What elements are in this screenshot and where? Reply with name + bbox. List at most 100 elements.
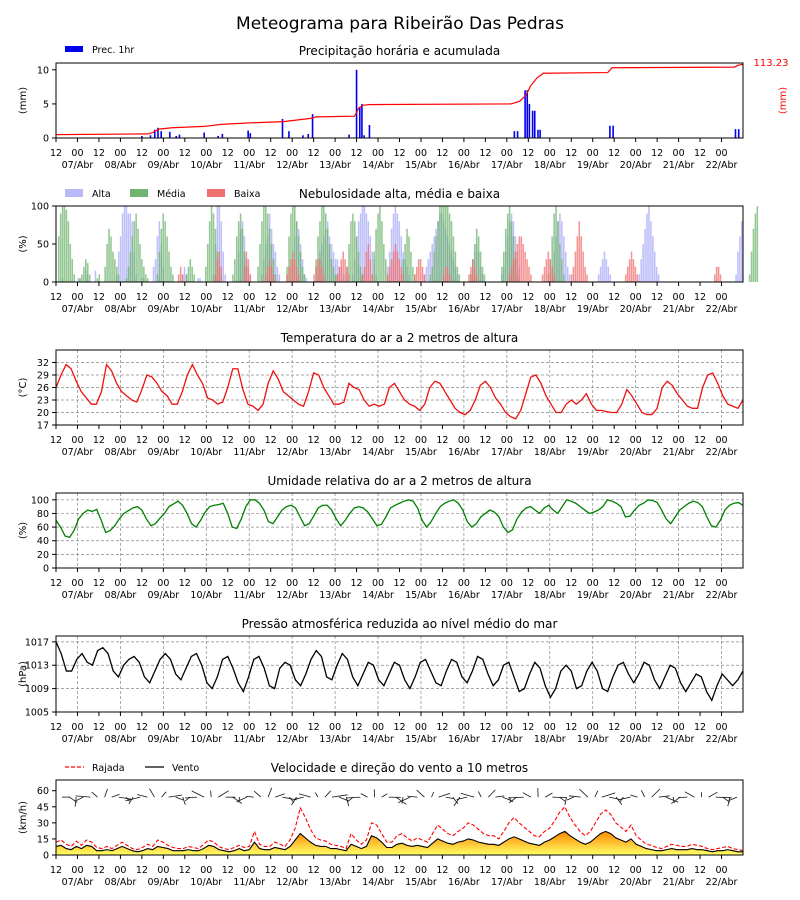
x-tick-label: 00 <box>329 865 341 876</box>
x-date-label: 07/Abr <box>62 447 94 458</box>
cloud-bar-média <box>506 213 509 282</box>
cloud-bar-baixa <box>286 274 288 282</box>
x-date-label: 16/Abr <box>448 590 480 601</box>
cloud-bar-baixa <box>297 274 300 282</box>
y-axis-label: (km/h) <box>18 801 29 834</box>
cloud-bar-baixa <box>570 274 573 282</box>
x-tick-label: 12 <box>136 148 148 159</box>
precip-bar <box>609 125 611 138</box>
panel-1: Nebulosidade alta, média e baixa (%) 0 50 10… <box>18 187 759 315</box>
x-tick-label: 12 <box>265 148 277 159</box>
x-tick-label: 00 <box>501 435 513 446</box>
cloud-bar-alta <box>220 221 223 282</box>
cloud-bar-média <box>444 206 447 282</box>
cloud-bar-média <box>257 266 259 282</box>
cloud-bar-média <box>239 213 242 282</box>
cloud-bar-média <box>429 274 432 282</box>
x-date-label: 17/Abr <box>491 304 523 315</box>
cloud-bar-média <box>402 259 404 282</box>
cloud-bar-baixa <box>270 266 273 282</box>
x-date-label: 18/Abr <box>534 160 566 171</box>
cloud-bar-baixa <box>574 251 577 282</box>
x-date-label: 14/Abr <box>362 447 394 458</box>
x-date-label: 09/Abr <box>147 447 179 458</box>
x-date-label: 22/Abr <box>706 304 738 315</box>
x-tick-label: 12 <box>608 148 620 159</box>
x-tick-label: 00 <box>286 292 298 303</box>
cloud-bar-média <box>88 274 91 282</box>
x-tick-label: 12 <box>694 578 706 589</box>
cloud-bar-baixa <box>346 266 348 282</box>
wind-direction-arrow <box>509 796 517 804</box>
x-tick-label: 00 <box>329 148 341 159</box>
cloud-bar-baixa <box>530 274 532 282</box>
cloud-bar-baixa <box>313 274 315 282</box>
x-tick-label: 00 <box>286 865 298 876</box>
cloud-bar-média <box>477 236 480 282</box>
cloud-bar-baixa <box>218 251 221 282</box>
wind-direction-arrow <box>232 796 243 804</box>
cloud-bar-alta <box>652 236 654 282</box>
precip-bar <box>361 103 363 138</box>
wind-direction-arrow <box>559 796 566 802</box>
x-tick-label: 00 <box>415 722 427 733</box>
precip-bar <box>149 135 152 138</box>
x-date-label: 18/Abr <box>534 734 566 745</box>
x-date-label: 11/Abr <box>233 590 265 601</box>
cloud-bar-baixa <box>323 274 325 282</box>
wind-direction-arrow <box>253 790 262 798</box>
x-tick-label: 12 <box>651 722 663 733</box>
x-date-label: 11/Abr <box>233 734 265 745</box>
x-date-label: 22/Abr <box>706 160 738 171</box>
cloud-bar-média <box>292 206 294 282</box>
cloud-bar-média <box>433 251 435 282</box>
cloud-bar-alta <box>129 213 132 282</box>
wind-direction-arrow <box>185 796 198 799</box>
panel-title: Velocidade e direção do vento a 10 metro… <box>271 761 528 775</box>
cloud-bar-média <box>431 266 433 282</box>
precip-bar <box>302 135 304 138</box>
x-date-label: 22/Abr <box>706 590 738 601</box>
x-tick-label: 12 <box>93 435 105 446</box>
cloud-bar-média <box>237 221 240 282</box>
x-tick-label: 12 <box>479 722 491 733</box>
plot-frame <box>55 205 744 283</box>
cloud-bar-baixa <box>421 266 424 282</box>
pressure-line <box>55 641 744 702</box>
y-tick-label: 1005 <box>25 708 49 719</box>
x-date-label: 22/Abr <box>706 447 738 458</box>
cloud-bar-alta <box>739 236 741 282</box>
precip-bar <box>734 129 737 138</box>
x-tick-label: 00 <box>71 148 83 159</box>
x-tick-label: 00 <box>587 292 599 303</box>
y-axis-label: (mm) <box>18 87 29 114</box>
cloud-bar-alta <box>564 251 567 282</box>
y-tick-label: 45 <box>37 802 49 813</box>
y-tick-label: 23 <box>37 396 49 407</box>
cloud-bar-baixa <box>448 274 451 282</box>
wind-direction-arrow <box>618 796 631 801</box>
wind-direction-arrow <box>175 796 184 801</box>
x-date-label: 15/Abr <box>405 877 437 888</box>
panel-3: Umidade relativa do ar a 2 metros de alt… <box>18 474 744 601</box>
wind-direction-arrow <box>236 796 247 803</box>
y-tick-label: 32 <box>37 358 49 369</box>
precip-bar <box>363 135 365 138</box>
precip-bar <box>348 134 350 138</box>
x-date-label: 20/Abr <box>620 590 652 601</box>
wind-direction-arrow <box>191 790 205 798</box>
plot-frame <box>55 779 744 856</box>
cloud-bar-média <box>241 228 244 282</box>
x-tick-label: 00 <box>114 578 126 589</box>
cloud-bar-média <box>323 206 325 282</box>
cloud-bar-baixa <box>386 274 389 282</box>
wind-direction-arrow <box>601 792 616 798</box>
wind-direction-arrow <box>74 797 77 807</box>
x-date-label: 19/Abr <box>577 590 609 601</box>
cloud-bar-baixa <box>553 274 555 282</box>
x-tick-label: 12 <box>179 722 191 733</box>
cloud-bar-baixa <box>626 266 629 282</box>
x-tick-label: 00 <box>372 865 384 876</box>
x-tick-label: 12 <box>179 578 191 589</box>
x-tick-label: 12 <box>93 148 105 159</box>
